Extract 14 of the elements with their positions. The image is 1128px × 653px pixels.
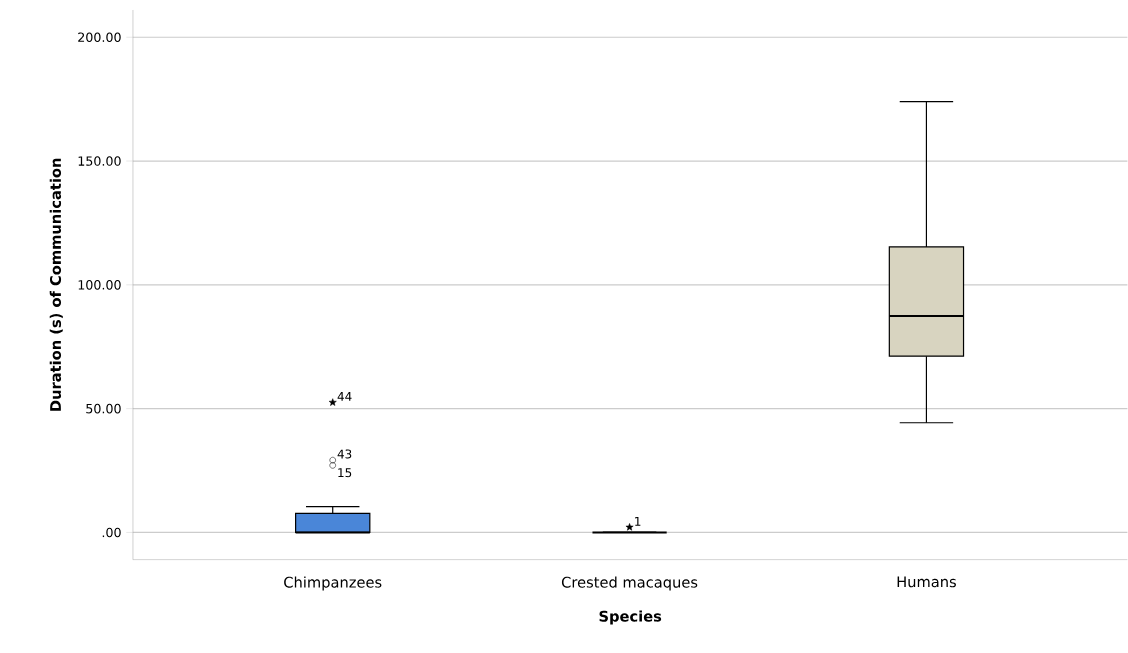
y-tick-label: 150.00 xyxy=(78,156,121,166)
y-tick-label: 200.00 xyxy=(78,32,121,43)
y-tick-label: 100.00 xyxy=(78,280,121,290)
annotation: 15 xyxy=(338,468,352,478)
x-tick-label: Crested macaques xyxy=(561,576,698,591)
annotation: 43 xyxy=(337,449,352,459)
x-axis-title: Species xyxy=(599,610,662,625)
y-tick-label: 50.00 xyxy=(86,404,121,414)
y-axis-title: Duration (s) of Communication xyxy=(49,158,63,411)
annotation: 1 xyxy=(635,517,641,526)
y-tick-label: .00 xyxy=(102,527,121,538)
x-tick-label: Humans xyxy=(897,576,956,588)
x-tick-label: Chimpanzees xyxy=(284,576,382,591)
annotation: 44 xyxy=(337,392,352,402)
